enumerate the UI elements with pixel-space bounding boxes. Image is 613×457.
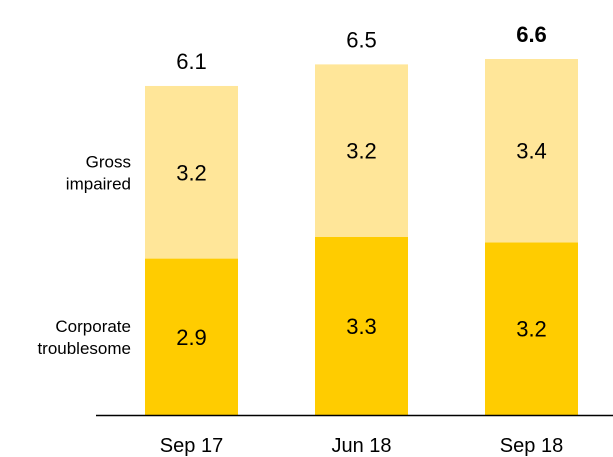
x-tick-label-0: Sep 17 [160, 435, 223, 457]
bar-segment-0-0 [145, 258, 238, 415]
total-label-0: 6.1 [176, 49, 207, 74]
bar-segment-1-2 [485, 59, 578, 243]
bar-segment-0-1 [315, 237, 408, 415]
x-tick-label-2: Sep 18 [500, 435, 563, 457]
labels-layer: 2.9 3.3 3.2 3.2 3.2 3.4 6.1 6.5 6.6 [176, 22, 547, 350]
bars-layer [145, 59, 578, 415]
series-label-line: troublesome [37, 339, 131, 358]
series-label-line: Corporate [55, 317, 131, 336]
value-label-1-1: 3.2 [346, 139, 377, 164]
value-label-1-2: 3.4 [516, 139, 547, 164]
bar-segment-1-1 [315, 64, 408, 237]
bar-segment-0-2 [485, 242, 578, 415]
x-tick-label-1: Jun 18 [331, 435, 391, 457]
value-label-0-0: 2.9 [176, 325, 207, 350]
x-tick-labels: Sep 17 Jun 18 Sep 18 [160, 435, 563, 457]
total-label-2: 6.6 [516, 22, 547, 47]
series-label-line: impaired [66, 174, 131, 193]
series-label-line: Gross [86, 152, 131, 171]
series-label-0: Corporate troublesome [37, 317, 131, 358]
value-label-0-1: 3.3 [346, 314, 377, 339]
bar-segment-1-0 [145, 85, 238, 259]
series-label-1: Gross impaired [66, 152, 131, 193]
value-label-1-0: 3.2 [176, 160, 207, 185]
total-label-1: 6.5 [346, 27, 377, 52]
series-labels: Corporate troublesome Gross impaired [37, 152, 131, 358]
value-label-0-2: 3.2 [516, 317, 547, 342]
